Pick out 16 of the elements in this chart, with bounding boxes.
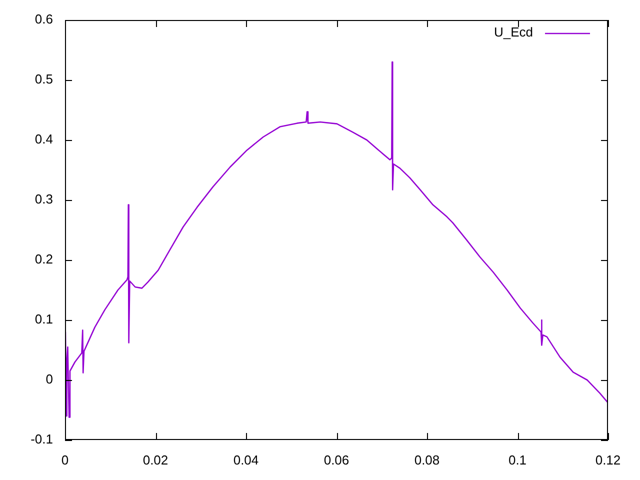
legend-label: U_Ecd — [494, 24, 533, 40]
x-tick-label: 0.06 — [324, 452, 350, 468]
y-tick-label: 0 — [46, 372, 53, 387]
x-tick-label: 0.02 — [142, 452, 168, 468]
y-tick-label: 0.6 — [34, 12, 53, 27]
y-tick-label: 0.2 — [34, 252, 53, 267]
y-tick-label: 0.4 — [34, 132, 53, 147]
y-tick-label: 0.5 — [34, 72, 53, 87]
x-tick-label: 0.04 — [233, 452, 259, 468]
y-tick-label: 0.3 — [34, 192, 53, 207]
x-tick-label: 0.12 — [595, 452, 621, 468]
y-tick-label: 0.1 — [34, 312, 53, 327]
x-tick-label: 0.08 — [414, 452, 440, 468]
y-tick-label: -0.1 — [30, 432, 53, 447]
x-tick-label: 0.1 — [508, 452, 527, 468]
x-tick-label: 0 — [61, 452, 69, 468]
